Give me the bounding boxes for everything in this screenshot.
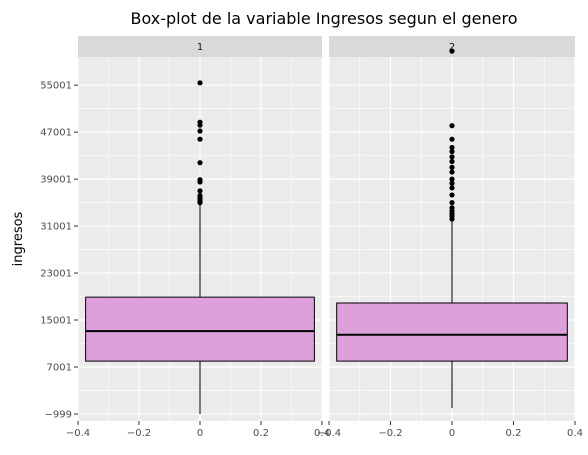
outlier-point: [197, 192, 203, 199]
outlier-point: [197, 119, 203, 125]
facet-panels: 1 −0.4 −0.2 0 0.2 0.4 −999 7001 15001 23001 31001 3…: [40, 36, 583, 439]
facet-strip: [78, 36, 322, 57]
x-tick-label: 0.2: [253, 428, 269, 439]
outlier-point: [449, 200, 455, 206]
outlier-point: [449, 185, 455, 191]
y-tick-label: 31001: [40, 222, 72, 233]
outlier-point: [449, 164, 455, 170]
outlier-point: [449, 154, 455, 160]
outlier-point: [197, 128, 203, 134]
y-tick-label: −999: [45, 409, 72, 420]
facet-strip-label: 2: [449, 42, 455, 53]
x-tick-label: 0.4: [567, 428, 583, 439]
x-tick-label: −0.4: [317, 428, 341, 439]
box: [85, 296, 315, 362]
chart-title: Box-plot de la variable Ingresos segun e…: [130, 9, 517, 28]
outlier-point: [449, 180, 455, 186]
outlier-point: [449, 192, 455, 198]
facet-strip: [329, 36, 575, 57]
y-tick-label: 47001: [40, 128, 72, 139]
facet-strip-label: 1: [197, 42, 203, 53]
y-axis-title: ingresos: [11, 211, 26, 266]
x-tick-label: −0.2: [127, 428, 151, 439]
y-tick-label: 39001: [40, 175, 72, 186]
y-tick-label: 55001: [40, 81, 72, 92]
outlier-point: [449, 136, 455, 142]
y-tick-label: 15001: [40, 316, 72, 327]
outlier-point: [449, 148, 455, 155]
x-tick-label: 0.2: [506, 428, 522, 439]
outlier-point: [197, 160, 203, 166]
outlier-point: [449, 48, 455, 54]
outlier-point: [449, 158, 455, 165]
y-tick-label: 23001: [40, 269, 72, 280]
outlier-point: [449, 123, 455, 129]
outlier-point: [197, 177, 203, 183]
box: [336, 302, 568, 362]
outlier-point: [449, 205, 455, 211]
x-tick-label: −0.4: [66, 428, 90, 439]
x-tick-label: −0.2: [378, 428, 402, 439]
outlier-point: [197, 136, 203, 142]
panel-2: 2 −0.4 −0.2 0 0.2 0.4: [317, 36, 583, 439]
x-tick-label: 0: [197, 428, 203, 439]
outlier-point: [449, 144, 455, 151]
outlier-point: [197, 80, 203, 86]
outlier-point: [449, 169, 455, 175]
y-tick-label: 7001: [47, 362, 72, 373]
x-tick-label: 0: [449, 428, 455, 439]
outlier-point: [197, 188, 203, 194]
x-tick-label: 0.4: [314, 428, 330, 439]
outlier-point: [449, 176, 455, 182]
panel-1: 1 −0.4 −0.2 0 0.2 0.4 −999 7001 15001 23001 31001 3…: [40, 36, 330, 439]
